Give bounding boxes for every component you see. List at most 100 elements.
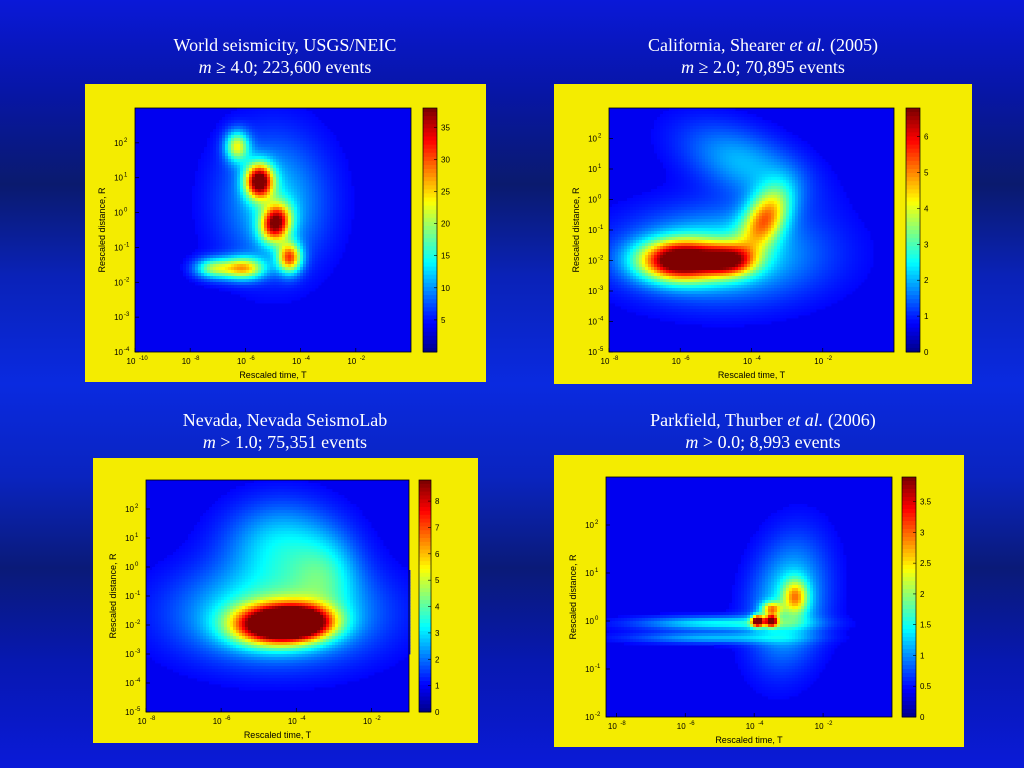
y-tick-exponent: 2 bbox=[595, 520, 599, 526]
x-tick-label: 10 bbox=[814, 357, 823, 366]
colorbar-tick-label: 5 bbox=[924, 169, 929, 178]
y-tick-exponent: -1 bbox=[598, 225, 604, 231]
y-tick-exponent: 2 bbox=[135, 504, 139, 510]
y-tick-label: 10 bbox=[125, 708, 134, 717]
y-tick-exponent: -1 bbox=[135, 591, 141, 597]
y-tick-exponent: -4 bbox=[124, 347, 130, 353]
colorbar-tick-label: 2.5 bbox=[920, 559, 932, 568]
x-tick-label: 10 bbox=[677, 722, 686, 731]
x-tick-exponent: -4 bbox=[300, 716, 306, 722]
y-tick-exponent: -5 bbox=[135, 707, 141, 713]
y-tick-label: 10 bbox=[588, 257, 597, 266]
y-tick-exponent: -4 bbox=[598, 317, 604, 323]
y-tick-label: 10 bbox=[125, 505, 134, 514]
y-tick-label: 10 bbox=[114, 278, 123, 287]
x-tick-exponent: -2 bbox=[827, 721, 833, 727]
y-tick-label: 10 bbox=[585, 569, 594, 578]
x-tick-exponent: -6 bbox=[249, 356, 255, 362]
y-tick-exponent: -3 bbox=[124, 312, 130, 318]
colorbar-tick-label: 20 bbox=[441, 220, 450, 229]
colorbar-tick-label: 1 bbox=[924, 312, 929, 321]
x-axis-label: Rescaled time, T bbox=[718, 370, 786, 380]
y-tick-exponent: -2 bbox=[124, 277, 130, 283]
y-tick-label: 10 bbox=[588, 196, 597, 205]
colorbar-tick-label: 1 bbox=[920, 651, 925, 660]
panel2-title: California, Shearer et al. (2005) m ≥ 2.… bbox=[553, 34, 973, 78]
heatmap-svg-2: 10 -8 10 -6 10 -4 10 -210 -510 -410 -310 -210 -110 01… bbox=[571, 107, 929, 380]
y-tick-label: 10 bbox=[588, 287, 597, 296]
panel1-subtitle: m ≥ 4.0; 223,600 events bbox=[198, 57, 372, 77]
y-tick-label: 10 bbox=[114, 174, 123, 183]
y-tick-label: 10 bbox=[585, 713, 594, 722]
x-tick-exponent: -8 bbox=[194, 356, 200, 362]
y-tick-exponent: -5 bbox=[598, 347, 604, 353]
x-axis-label: Rescaled time, T bbox=[244, 730, 312, 740]
y-tick-label: 10 bbox=[114, 348, 123, 357]
y-tick-label: 10 bbox=[588, 226, 597, 235]
x-tick-label: 10 bbox=[138, 717, 147, 726]
y-axis-label: Rescaled distance, R bbox=[571, 187, 581, 273]
x-tick-exponent: -6 bbox=[684, 356, 690, 362]
x-tick-exponent: -2 bbox=[827, 356, 833, 362]
x-tick-exponent: -6 bbox=[689, 721, 695, 727]
y-tick-label: 10 bbox=[588, 318, 597, 327]
colorbar-tick-label: 1.5 bbox=[920, 621, 932, 630]
colorbar-tick-label: 3 bbox=[435, 629, 440, 638]
y-axis-label: Rescaled distance, R bbox=[97, 187, 107, 273]
y-tick-label: 10 bbox=[114, 243, 123, 252]
y-tick-exponent: 2 bbox=[598, 134, 602, 140]
y-tick-exponent: -1 bbox=[124, 242, 130, 248]
y-tick-exponent: -2 bbox=[135, 620, 141, 626]
heatmap-svg-3: 10 -8 10 -6 10 -4 10 -210 -510 -410 -310 -210 -110 01… bbox=[108, 479, 440, 740]
heatmap-svg-1: 10 -10 10 -8 10 -6 10 -4 10 -210 -410 -310 -210 -110 0… bbox=[97, 107, 450, 380]
y-tick-label: 10 bbox=[125, 563, 134, 572]
x-tick-label: 10 bbox=[292, 357, 301, 366]
panel4-figure: 10 -8 10 -6 10 -4 10 -2 10 -2 10 -1 10 0 10 1 10 2 Rescale… bbox=[554, 455, 964, 747]
y-tick-exponent: 2 bbox=[124, 138, 128, 144]
y-tick-label: 10 bbox=[125, 679, 134, 688]
panel4-subtitle: m > 0.0; 8,993 events bbox=[685, 432, 841, 452]
colorbar-tick-label: 6 bbox=[924, 133, 929, 142]
colorbar-tick-label: 3 bbox=[924, 240, 929, 249]
x-tick-exponent: -4 bbox=[305, 356, 311, 362]
y-tick-label: 10 bbox=[125, 534, 134, 543]
y-tick-label: 10 bbox=[588, 348, 597, 357]
x-tick-exponent: -2 bbox=[375, 716, 381, 722]
colorbar-tick-label: 5 bbox=[435, 576, 440, 585]
x-axis-label: Rescaled time, T bbox=[239, 370, 307, 380]
x-tick-exponent: -8 bbox=[620, 721, 626, 727]
x-tick-exponent: -10 bbox=[139, 356, 148, 362]
colorbar-tick-label: 0 bbox=[920, 713, 925, 722]
colorbar-tick-label: 4 bbox=[435, 603, 440, 612]
colorbar-tick-label: 2 bbox=[924, 276, 929, 285]
x-tick-label: 10 bbox=[746, 722, 755, 731]
y-tick-exponent: -1 bbox=[595, 664, 601, 670]
colorbar: 0 1 2 3 4 5 6 bbox=[905, 107, 929, 357]
y-tick-label: 10 bbox=[125, 650, 134, 659]
panel3-figure: 10 -8 10 -6 10 -4 10 -2 10 -5 10 -4 10 -3 10 -2 10 -1 10 0 1… bbox=[93, 458, 478, 743]
colorbar: 0 0.5 1 1.5 2 2.5 3 3.5 bbox=[901, 476, 932, 722]
x-tick-label: 10 bbox=[237, 357, 246, 366]
x-tick-label: 10 bbox=[363, 717, 372, 726]
colorbar-tick-label: 6 bbox=[435, 550, 440, 559]
y-tick-label: 10 bbox=[114, 139, 123, 148]
panel2-title-line1: California, Shearer et al. (2005) bbox=[648, 35, 878, 55]
x-tick-label: 10 bbox=[815, 722, 824, 731]
y-tick-label: 10 bbox=[588, 165, 597, 174]
colorbar-tick-label: 5 bbox=[441, 316, 446, 325]
panel2-figure: 10 -8 10 -6 10 -4 10 -2 10 -5 10 -4 10 -3 10 -2 10 -1 10 0 1… bbox=[554, 84, 972, 384]
y-tick-label: 10 bbox=[585, 617, 594, 626]
x-tick-label: 10 bbox=[182, 357, 191, 366]
panel1-figure: 10 -10 10 -8 10 -6 10 -4 10 -2 10 -4 10 -3 10 -2 10 -1 10 0… bbox=[85, 84, 486, 382]
x-tick-exponent: -4 bbox=[758, 721, 764, 727]
y-axis-label: Rescaled distance, R bbox=[108, 553, 118, 639]
y-tick-label: 10 bbox=[114, 313, 123, 322]
heatmap-cells bbox=[606, 504, 856, 700]
x-tick-label: 10 bbox=[213, 717, 222, 726]
x-tick-exponent: -8 bbox=[613, 356, 619, 362]
colorbar-tick-label: 8 bbox=[435, 497, 440, 506]
x-tick-label: 10 bbox=[608, 722, 617, 731]
x-tick-label: 10 bbox=[672, 357, 681, 366]
colorbar-tick-label: 2 bbox=[920, 590, 925, 599]
x-tick-label: 10 bbox=[127, 357, 136, 366]
